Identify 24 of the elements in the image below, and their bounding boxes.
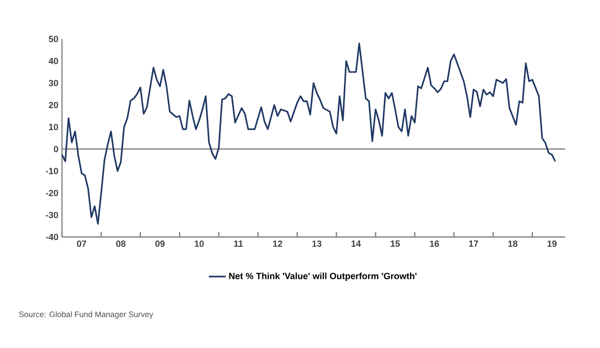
x-tick-label: 12 — [273, 240, 282, 247]
y-tick-label: 0 — [54, 146, 58, 152]
y-tick-label: 40 — [48, 58, 58, 64]
x-tick-label: 17 — [469, 240, 478, 247]
x-tick-label: 09 — [155, 240, 165, 247]
y-tick-label: -10 — [46, 168, 58, 174]
x-tick-label: 15 — [390, 240, 400, 247]
x-tick-label: 14 — [352, 240, 361, 247]
y-tick-label: 50 — [48, 36, 58, 42]
x-tick-label: 08 — [116, 240, 126, 247]
x-tick-label: 11 — [234, 240, 243, 247]
x-tick-label: 13 — [312, 240, 322, 247]
x-tick-label: 19 — [548, 240, 557, 247]
y-tick-label: 30 — [48, 80, 58, 86]
x-tick-label: 07 — [76, 240, 86, 247]
y-tick-label: -40 — [46, 234, 58, 240]
x-tick-label: 18 — [508, 240, 518, 247]
y-tick-label: -30 — [46, 212, 58, 218]
y-tick-label: 10 — [49, 124, 58, 130]
x-tick-label: 16 — [430, 240, 440, 247]
x-tick-label: 10 — [194, 240, 204, 247]
legend-label: Net % Think 'Value' will Outperform 'Growth' — [229, 272, 417, 281]
y-tick-label: -20 — [46, 190, 58, 196]
y-tick-label: 20 — [48, 102, 58, 108]
